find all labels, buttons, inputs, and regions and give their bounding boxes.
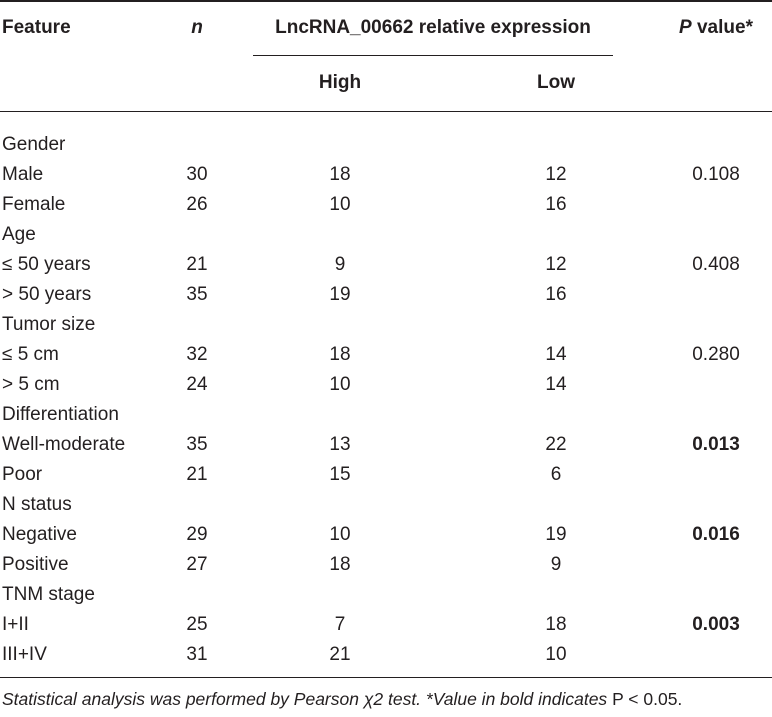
footnote-threshold: P < 0.05. [612, 689, 683, 709]
cell-feature: Differentiation [2, 404, 119, 425]
cell-high: 10 [329, 194, 351, 215]
cell-n: 26 [186, 194, 208, 215]
cell-high: 10 [329, 524, 351, 545]
cell-feature: Well-moderate [2, 434, 126, 455]
cell-low: 12 [545, 254, 567, 275]
cell-feature: Negative [2, 524, 77, 545]
cell-p: 0.016 [692, 524, 740, 545]
header-p-value: P value* [660, 17, 772, 39]
cell-feature: Positive [2, 554, 69, 575]
cell-p: 0.280 [692, 344, 740, 365]
header-feature: Feature [2, 17, 71, 38]
cell-feature: Age [2, 224, 36, 245]
cell-n: 21 [186, 464, 208, 485]
cell-feature: ≤ 5 cm [2, 344, 59, 365]
cell-high: 13 [329, 434, 351, 455]
header-subrule [253, 55, 613, 56]
cell-feature: I+II [2, 614, 29, 635]
cell-high: 15 [329, 464, 351, 485]
cell-p: 0.013 [692, 434, 740, 455]
cell-low: 16 [545, 194, 567, 215]
cell-n: 27 [186, 554, 208, 575]
table-bottom-rule [0, 677, 772, 678]
cell-high: 18 [329, 554, 351, 575]
cell-feature: N status [2, 494, 72, 515]
cell-feature: Male [2, 164, 44, 185]
cell-n: 32 [186, 344, 208, 365]
cell-high: 7 [334, 614, 346, 635]
cell-low: 12 [545, 164, 567, 185]
cell-feature: > 5 cm [2, 374, 60, 395]
header-n: n [191, 17, 203, 38]
cell-low: 18 [545, 614, 567, 635]
cell-feature: Gender [2, 134, 66, 155]
cell-high: 10 [329, 374, 351, 395]
cell-n: 29 [186, 524, 208, 545]
footnote: Statistical analysis was performed by Pe… [2, 689, 682, 710]
cell-p: 0.408 [692, 254, 740, 275]
cell-low: 14 [545, 374, 567, 395]
cell-n: 30 [186, 164, 208, 185]
cell-high: 21 [329, 644, 351, 665]
cell-p: 0.003 [692, 614, 740, 635]
footnote-text: Statistical analysis was performed by Pe… [2, 689, 613, 709]
cell-low: 22 [545, 434, 567, 455]
cell-n: 35 [186, 284, 208, 305]
cell-n: 35 [186, 434, 208, 455]
cell-low: 9 [550, 554, 562, 575]
cell-high: 18 [329, 164, 351, 185]
cell-n: 24 [186, 374, 208, 395]
cell-low: 16 [545, 284, 567, 305]
cell-feature: Tumor size [2, 314, 96, 335]
header-p-suffix: value* [691, 17, 753, 38]
cell-n: 31 [186, 644, 208, 665]
header-p-letter: P [679, 17, 692, 38]
cell-feature: III+IV [2, 644, 47, 665]
cell-feature: ≤ 50 years [2, 254, 91, 275]
cell-feature: Female [2, 194, 66, 215]
cell-low: 10 [545, 644, 567, 665]
cell-p: 0.108 [692, 164, 740, 185]
cell-high: 19 [329, 284, 351, 305]
cell-low: 14 [545, 344, 567, 365]
cell-low: 6 [550, 464, 562, 485]
cell-high: 18 [329, 344, 351, 365]
header-expression: LncRNA_00662 relative expression [275, 17, 591, 38]
cell-n: 25 [186, 614, 208, 635]
table-top-rule [0, 0, 772, 2]
cell-feature: TNM stage [2, 584, 95, 605]
cell-low: 19 [545, 524, 567, 545]
header-bottom-rule [0, 111, 772, 112]
header-low: Low [537, 72, 575, 93]
cell-feature: Poor [2, 464, 43, 485]
cell-high: 9 [334, 254, 346, 275]
header-high: High [318, 72, 362, 93]
cell-n: 21 [186, 254, 208, 275]
cell-feature: > 50 years [2, 284, 92, 305]
